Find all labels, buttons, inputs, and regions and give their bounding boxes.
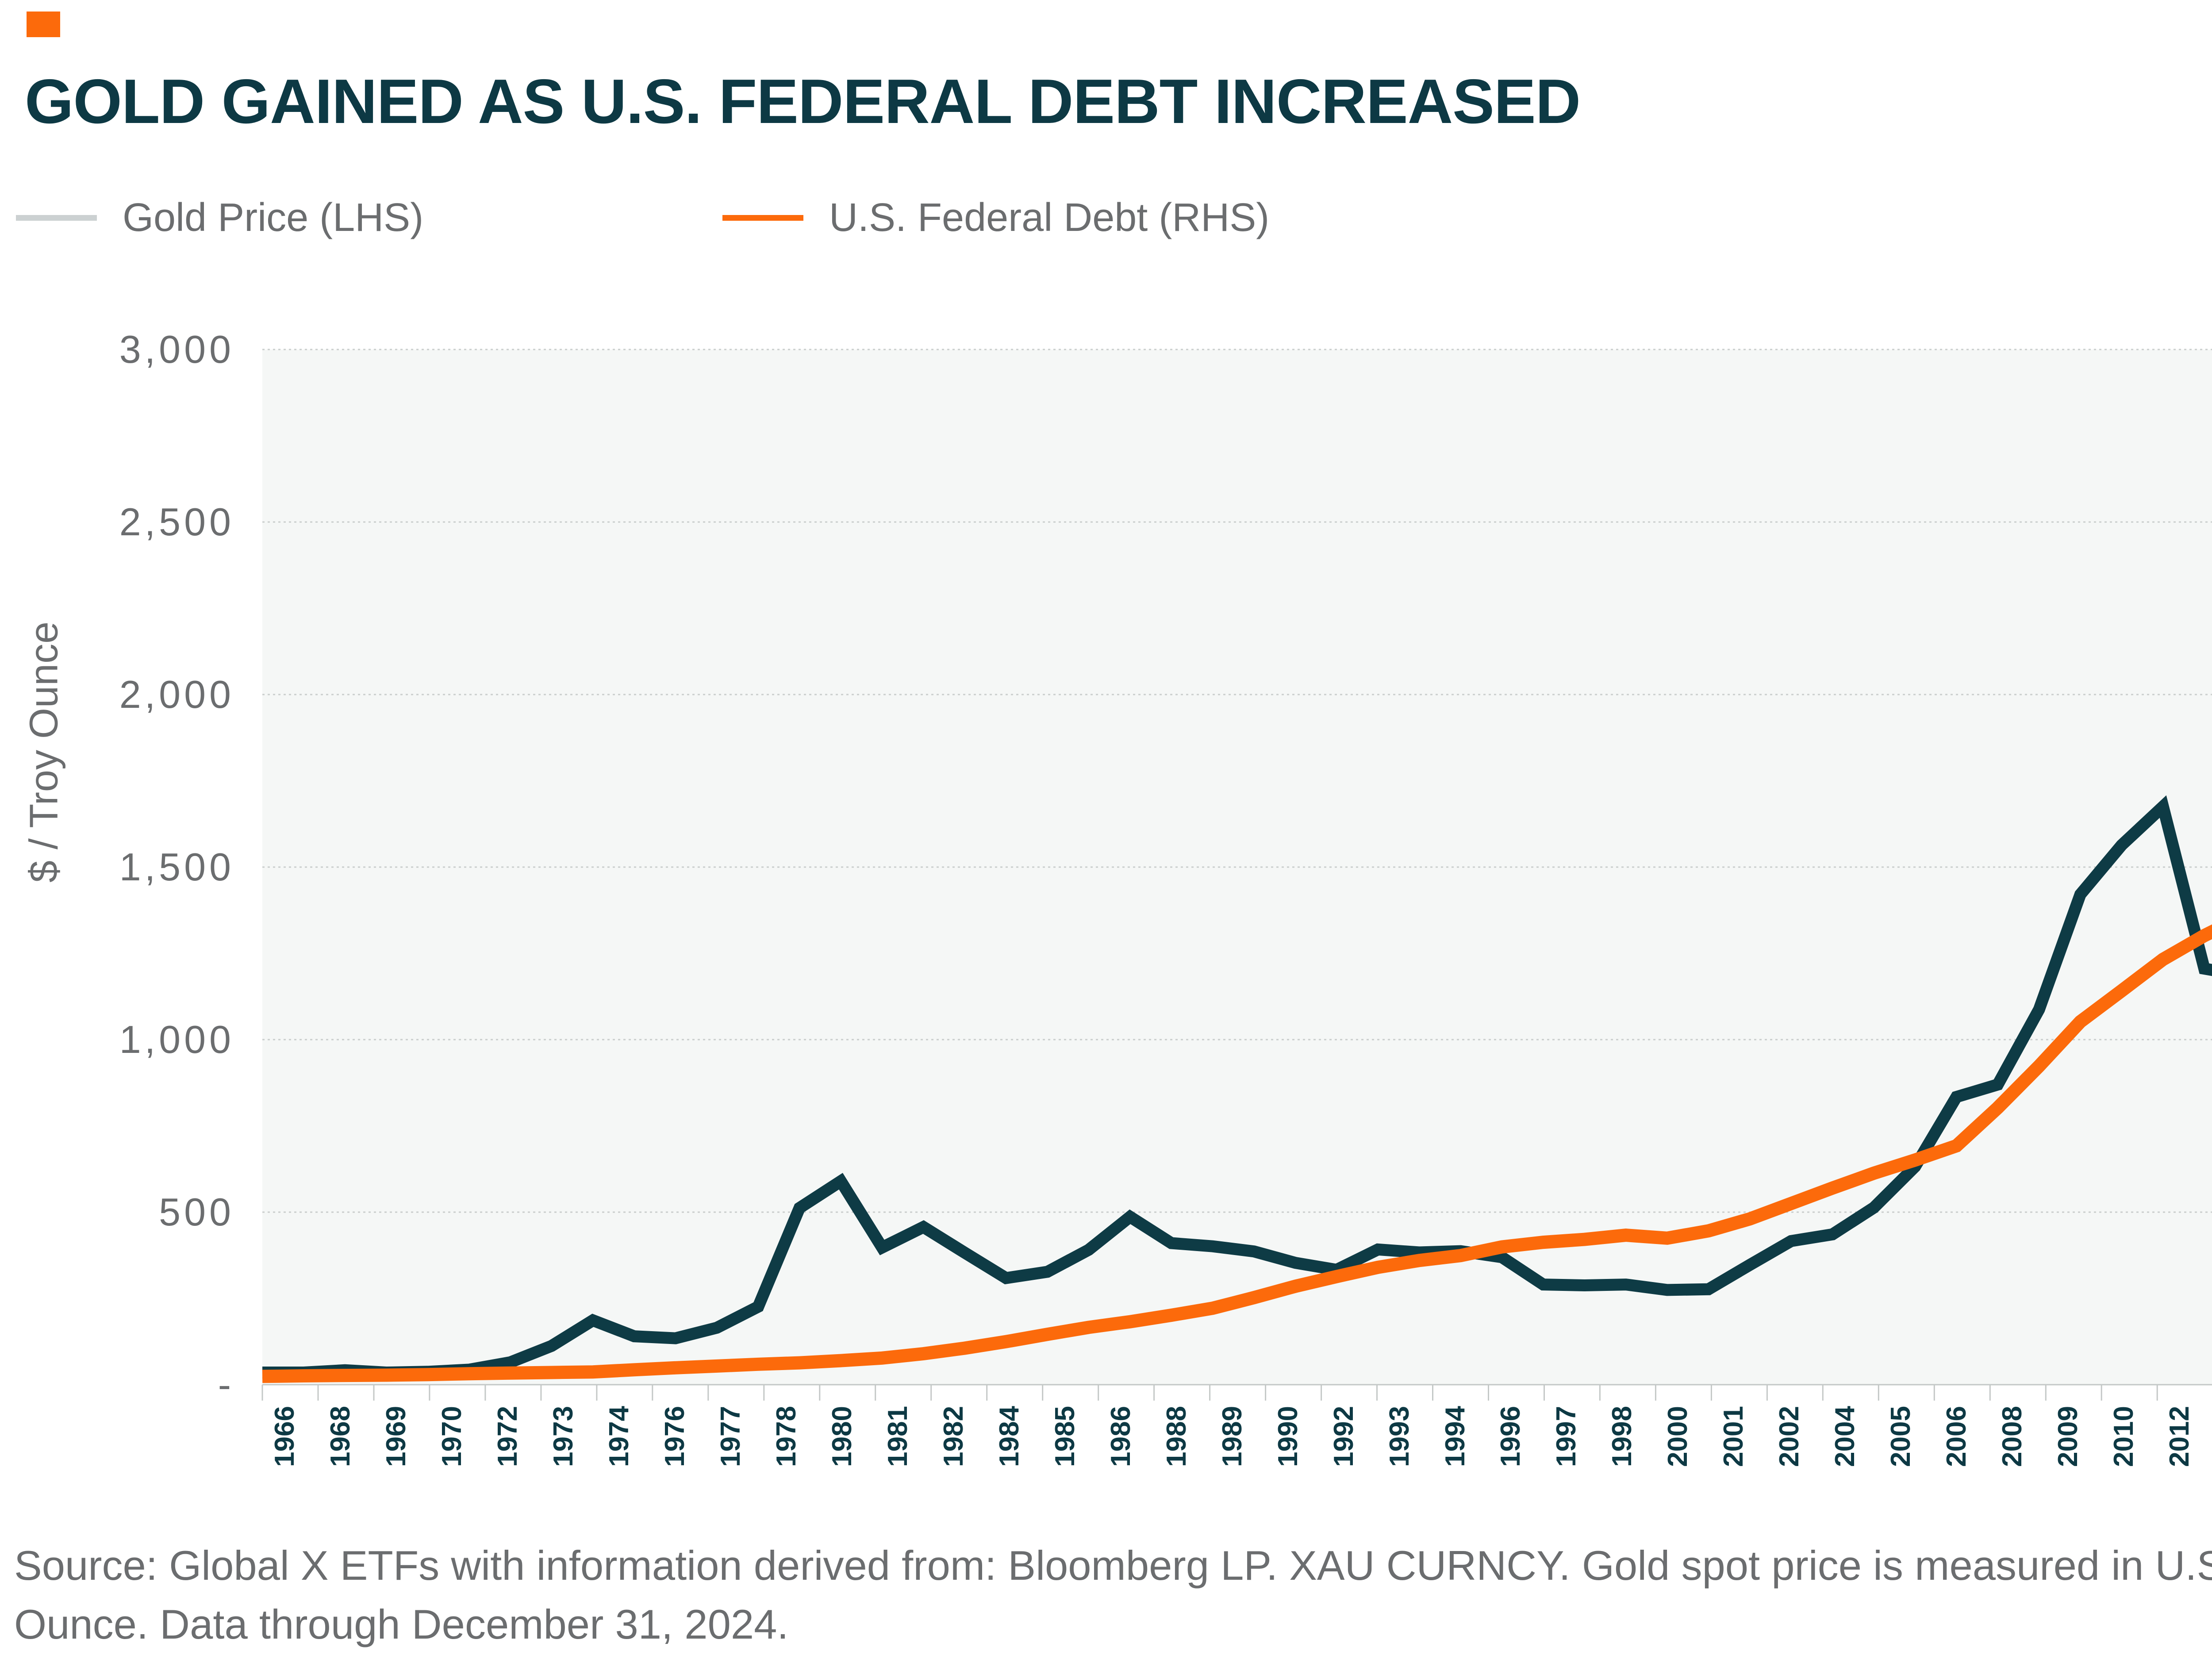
x-axis-year-label: 1972 (492, 1406, 523, 1467)
left-axis-tick-label: 1,000 (119, 1017, 234, 1061)
x-axis-year-label: 1973 (548, 1406, 579, 1467)
gold-legend-swatch (16, 215, 97, 221)
x-axis-year-label: 1996 (1495, 1406, 1526, 1467)
debt-legend-swatch (722, 215, 803, 221)
x-axis-year-label: 2006 (1941, 1406, 1972, 1467)
x-axis-year-label: 2008 (1997, 1406, 2028, 1467)
source-note: Source: Global X ETFs with information d… (14, 1536, 2212, 1654)
x-axis-year-label: 2000 (1663, 1406, 1694, 1467)
x-axis-year-label: 1977 (715, 1406, 746, 1467)
brand-accent-square (27, 12, 60, 37)
x-axis-year-label: 1982 (938, 1406, 969, 1467)
x-axis-year-label: 2012 (2164, 1406, 2195, 1467)
legend-item-gold: Gold Price (LHS) (16, 191, 423, 244)
x-axis-year-label: 1989 (1217, 1406, 1248, 1467)
x-axis-year-label: 2002 (1774, 1406, 1805, 1467)
legend-item-debt: U.S. Federal Debt (RHS) (722, 191, 1269, 244)
x-axis-year-label: 2004 (1830, 1406, 1861, 1467)
x-axis-year-label: 1997 (1551, 1406, 1582, 1467)
x-axis-year-label: 1968 (325, 1406, 356, 1467)
x-axis-year-label: 1992 (1328, 1406, 1359, 1467)
source-line-2: Ounce. Data through December 31, 2024. (14, 1601, 789, 1648)
x-axis-year-label: 1980 (826, 1406, 857, 1467)
page-title: GOLD GAINED AS U.S. FEDERAL DEBT INCREAS… (25, 66, 1581, 137)
left-axis-tick-label: 3,000 (119, 327, 234, 371)
left-axis-tick-label: 500 (159, 1190, 234, 1234)
x-axis-year-label: 1969 (380, 1406, 411, 1467)
x-axis-year-label: 1966 (269, 1406, 300, 1467)
x-axis-year-label: 1984 (994, 1406, 1025, 1467)
left-axis-tick-label: 1,500 (119, 845, 234, 889)
source-line-1: Source: Global X ETFs with information d… (14, 1542, 2212, 1589)
left-axis-tick-label: 2,500 (119, 500, 234, 544)
x-axis-year-label: 2005 (1886, 1406, 1916, 1467)
x-axis-year-label: 1985 (1049, 1406, 1080, 1467)
federal-debt-line (262, 924, 2212, 1383)
x-axis-year-label: 2001 (1718, 1406, 1749, 1467)
debt-legend-label: U.S. Federal Debt (RHS) (829, 195, 1270, 240)
x-axis-year-label: 1986 (1105, 1406, 1136, 1467)
left-axis-tick-label: - (218, 1363, 234, 1406)
x-axis-year-label: 1993 (1384, 1406, 1415, 1467)
x-axis-year-label: 1981 (882, 1406, 913, 1467)
x-axis-year-label: 1978 (771, 1406, 802, 1467)
x-axis-year-label: 1976 (659, 1406, 690, 1467)
x-axis-year-label: 2009 (2053, 1406, 2084, 1467)
x-axis-year-label: 1988 (1161, 1406, 1192, 1467)
gold-legend-label: Gold Price (LHS) (123, 195, 424, 240)
x-axis-year-label: 1970 (436, 1406, 467, 1467)
x-axis-year-label: 1974 (603, 1406, 634, 1467)
x-axis-year-label: 1998 (1607, 1406, 1638, 1467)
x-axis-year-label: 1994 (1440, 1406, 1471, 1467)
left-axis-tick-label: 2,000 (119, 672, 234, 716)
x-axis-year-label: 2010 (2108, 1406, 2139, 1467)
x-axis-year-label: 1990 (1272, 1406, 1303, 1467)
